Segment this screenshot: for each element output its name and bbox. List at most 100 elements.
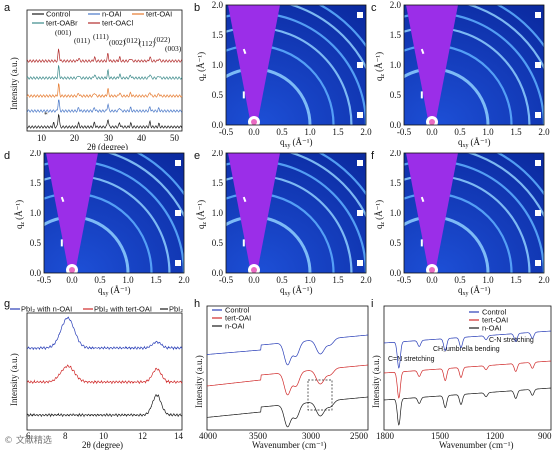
watermark: © 文献精选 <box>4 433 52 446</box>
legend-h-n: n-OAI <box>225 322 245 331</box>
ftir-h-trace-0 <box>207 335 368 365</box>
pbi2-xrd-chart: PbI₂ with n-OAI PbI₂ with tert-OAI PbI₂ … <box>0 298 190 451</box>
giwaxs-xlabel: qxy (Å⁻¹) <box>458 137 490 149</box>
giwaxs-xtick: -0.5 <box>37 275 52 285</box>
h-ylabel: Intensity (a.u.) <box>194 355 204 408</box>
g-xtick-8: 8 <box>63 431 68 441</box>
ftir-h-traces <box>207 335 368 427</box>
xrd-trace-2 <box>27 84 182 97</box>
giwaxs-e: 0.00.51.01.52.0-0.5 0.0 0.5 1.0 1.5 2.0qz(Å⁻¹… <box>194 150 374 300</box>
giwaxs-ytick: 1.5 <box>212 178 224 188</box>
giwaxs-xtick: 0.0 <box>66 275 78 285</box>
giwaxs-ytick: 1.5 <box>30 178 42 188</box>
xrd-traces <box>27 49 182 128</box>
pbi2-trace-2 <box>27 395 182 417</box>
giwaxs-ytick: 1.5 <box>212 30 224 40</box>
legend-pbi2: PbI₂ <box>169 305 183 314</box>
giwaxs-ytick: 1.5 <box>390 30 402 40</box>
giwaxs-ytick: 2.0 <box>390 150 402 158</box>
legend-i-n: n-OAI <box>482 324 502 333</box>
giwaxs-xtick: 0.5 <box>276 275 288 285</box>
g-xlabel: 2θ (degree) <box>82 440 123 450</box>
legend-tert-oacl: tert-OACl <box>102 19 134 28</box>
giwaxs-xtick: 2.0 <box>538 275 550 285</box>
giwaxs-xtick: 2.0 <box>360 275 372 285</box>
anno-ch3-umbrella: CH₃umbrella bending <box>433 346 500 353</box>
i-ylabel: Intensity (a.u.) <box>371 355 381 408</box>
g-ylabel: Intensity (a.u.) <box>9 353 19 406</box>
legend-tert-oai: tert-OAI <box>146 10 172 19</box>
xrd-xtick-10: 10 <box>37 133 47 143</box>
giwaxs-ytick: 2.0 <box>30 150 42 158</box>
xrd-trace-1 <box>27 100 182 112</box>
giwaxs-ytick: 0.5 <box>30 238 42 248</box>
i-xtick-1800: 1800 <box>376 431 395 441</box>
giwaxs-xtick: 0.5 <box>454 275 466 285</box>
giwaxs-b: 0.00.51.01.52.0-0.5 0.0 0.5 1.0 1.5 2.0qz(Å⁻¹… <box>194 0 374 150</box>
giwaxs-ytick: 1.0 <box>212 208 224 218</box>
xrd-legend: Control n-OAI tert-OAI tert-OABr tert-OA… <box>32 10 172 28</box>
giwaxs-xtick: 0.5 <box>276 127 288 137</box>
h-xtick-4000: 4000 <box>199 431 218 441</box>
giwaxs-ytick: 1.0 <box>212 60 224 70</box>
giwaxs-xtick: 1.0 <box>304 275 316 285</box>
giwaxs-xtick: -0.5 <box>219 275 234 285</box>
g-xtick-12: 12 <box>138 431 147 441</box>
giwaxs-ytick: 1.5 <box>390 178 402 188</box>
xrd-ylabel: Intensity (a.u.) <box>9 57 19 110</box>
xrd-trace-4 <box>27 49 182 62</box>
giwaxs-xtick: -0.5 <box>397 127 412 137</box>
giwaxs-xlabel: qxy (Å⁻¹) <box>280 137 312 149</box>
legend-control: Control <box>46 10 71 19</box>
anno-cn-stretch: C-N stretching <box>489 337 534 344</box>
giwaxs-xtick: 1.0 <box>122 275 134 285</box>
ftir-h-trace-2 <box>207 397 368 427</box>
giwaxs-ylabel: qz(Å⁻¹) <box>14 200 26 229</box>
giwaxs-xtick: 1.5 <box>332 275 344 285</box>
giwaxs-xtick: 1.5 <box>332 127 344 137</box>
pbi2-star: * <box>44 110 48 119</box>
xrd-trace-0 <box>27 115 182 129</box>
highlight-box <box>308 380 332 410</box>
giwaxs-xtick: 0.0 <box>248 127 260 137</box>
giwaxs-xtick: -0.5 <box>219 127 234 137</box>
giwaxs-ytick: 0.5 <box>212 238 224 248</box>
giwaxs-xtick: 1.5 <box>510 275 522 285</box>
giwaxs-xtick: 2.0 <box>360 127 372 137</box>
h-xtick-2500: 2500 <box>350 431 369 441</box>
peak-112: (112) <box>139 39 155 48</box>
giwaxs-xtick: -0.5 <box>397 275 412 285</box>
ftir-i-chart: Control tert-OAI n-OAI C-N stretching CH… <box>371 298 554 451</box>
giwaxs-ytick: 2.0 <box>390 0 402 10</box>
anno-c-eq-n: C=N stretching <box>388 356 435 363</box>
xrd-trace-3 <box>27 65 182 79</box>
giwaxs-xtick: 0.5 <box>94 275 106 285</box>
giwaxs-xtick: 1.5 <box>510 127 522 137</box>
i-xtick-900: 900 <box>538 431 552 441</box>
giwaxs-ytick: 0.5 <box>390 238 402 248</box>
legend-tert-oabr: tert-OABr <box>46 19 78 28</box>
peak-111: (111) <box>93 32 109 41</box>
giwaxs-ylabel: qz(Å⁻¹) <box>196 200 208 229</box>
h-xlabel: Wavenumber (cm⁻¹) <box>252 440 326 450</box>
xrd-xtick-20: 20 <box>70 133 80 143</box>
ftir-h-chart: Control tert-OAI n-OAI 4000 3500 3000 25… <box>192 298 370 451</box>
giwaxs-xtick: 0.5 <box>454 127 466 137</box>
peak-001: (001) <box>55 28 72 37</box>
giwaxs-ylabel: qz(Å⁻¹) <box>374 52 386 81</box>
giwaxs-d: 0.00.51.01.52.0-0.5 0.0 0.5 1.0 1.5 2.0qz(Å⁻¹… <box>4 150 190 300</box>
giwaxs-xlabel: qxy (Å⁻¹) <box>98 285 130 297</box>
ftir-i-trace-1 <box>384 361 551 398</box>
giwaxs-f: 0.00.51.01.52.0-0.5 0.0 0.5 1.0 1.5 2.0qz(Å⁻¹… <box>372 150 552 300</box>
giwaxs-ytick: 0.5 <box>212 90 224 100</box>
peak-003: (003) <box>165 44 182 53</box>
giwaxs-ytick: 2.0 <box>212 150 224 158</box>
giwaxs-ytick: 1.0 <box>390 208 402 218</box>
ftir-h-trace-1 <box>207 365 368 395</box>
xrd-xtick-40: 40 <box>137 133 147 143</box>
giwaxs-c: 0.00.51.01.52.0-0.5 0.0 0.5 1.0 1.5 2.0qz(Å⁻¹… <box>372 0 552 150</box>
giwaxs-xtick: 2.0 <box>178 275 190 285</box>
ftir-h-legend: Control tert-OAI n-OAI <box>212 306 251 331</box>
giwaxs-xtick: 1.0 <box>304 127 316 137</box>
peak-011: (011) <box>74 36 90 45</box>
